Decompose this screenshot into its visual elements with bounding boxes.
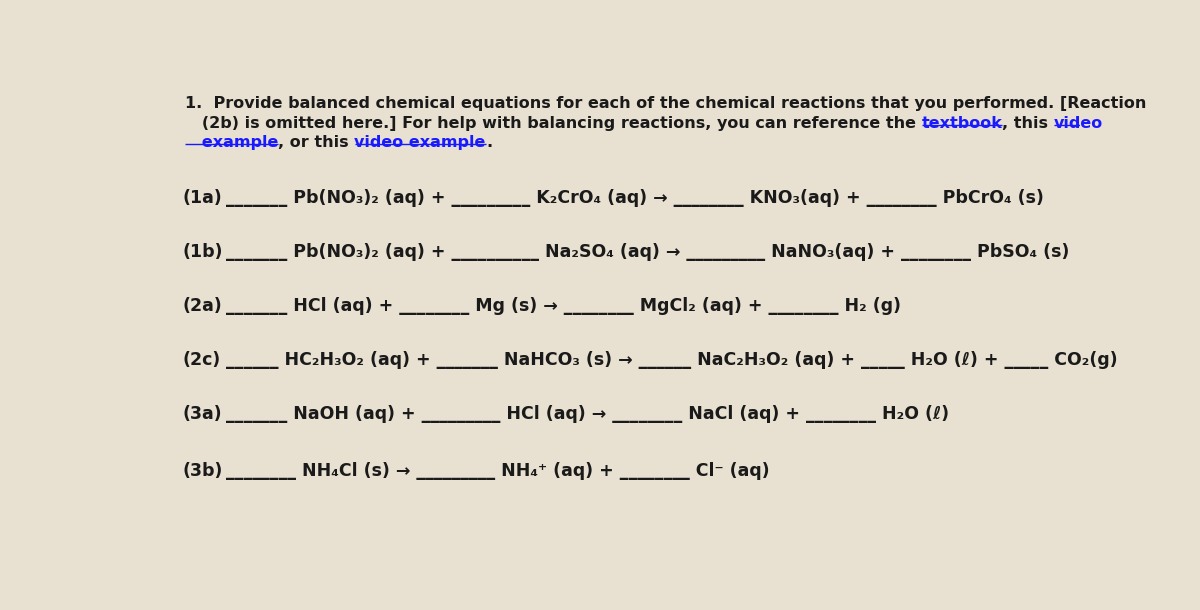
Text: video: video xyxy=(1054,115,1103,131)
Text: , or this: , or this xyxy=(278,135,354,150)
Text: video example: video example xyxy=(354,135,486,150)
Text: (2b) is omitted here.] For help with balancing reactions, you can reference the: (2b) is omitted here.] For help with bal… xyxy=(185,115,922,131)
Text: (2a): (2a) xyxy=(182,296,222,315)
Text: (2c): (2c) xyxy=(182,351,221,368)
Text: (1a): (1a) xyxy=(182,189,222,207)
Text: _______ NaOH (aq) + _________ HCl (aq) → ________ NaCl (aq) + ________ H₂O (ℓ): _______ NaOH (aq) + _________ HCl (aq) →… xyxy=(226,404,949,423)
Text: 1.  Provide balanced chemical equations for each of the chemical reactions that : 1. Provide balanced chemical equations f… xyxy=(185,96,1146,111)
Text: (3b): (3b) xyxy=(182,462,223,479)
Text: ______ HC₂H₃O₂ (aq) + _______ NaHCO₃ (s) → ______ NaC₂H₃O₂ (aq) + _____ H₂O (ℓ) : ______ HC₂H₃O₂ (aq) + _______ NaHCO₃ (s)… xyxy=(226,351,1117,368)
Text: ________ NH₄Cl (s) → _________ NH₄⁺ (aq) + ________ Cl⁻ (aq): ________ NH₄Cl (s) → _________ NH₄⁺ (aq)… xyxy=(226,462,769,479)
Text: , this: , this xyxy=(1002,115,1054,131)
Text: _______ Pb(NO₃)₂ (aq) + _________ K₂CrO₄ (aq) → ________ KNO₃(aq) + ________ PbC: _______ Pb(NO₃)₂ (aq) + _________ K₂CrO₄… xyxy=(226,189,1044,207)
Text: _______ HCl (aq) + ________ Mg (s) → ________ MgCl₂ (aq) + ________ H₂ (g): _______ HCl (aq) + ________ Mg (s) → ___… xyxy=(226,296,901,315)
Text: (3a): (3a) xyxy=(182,404,222,423)
Text: .: . xyxy=(486,135,492,150)
Text: (1b): (1b) xyxy=(182,243,223,261)
Text: _______ Pb(NO₃)₂ (aq) + __________ Na₂SO₄ (aq) → _________ NaNO₃(aq) + ________ : _______ Pb(NO₃)₂ (aq) + __________ Na₂SO… xyxy=(226,243,1069,261)
Text: textbook: textbook xyxy=(922,115,1002,131)
Text: example: example xyxy=(185,135,278,150)
